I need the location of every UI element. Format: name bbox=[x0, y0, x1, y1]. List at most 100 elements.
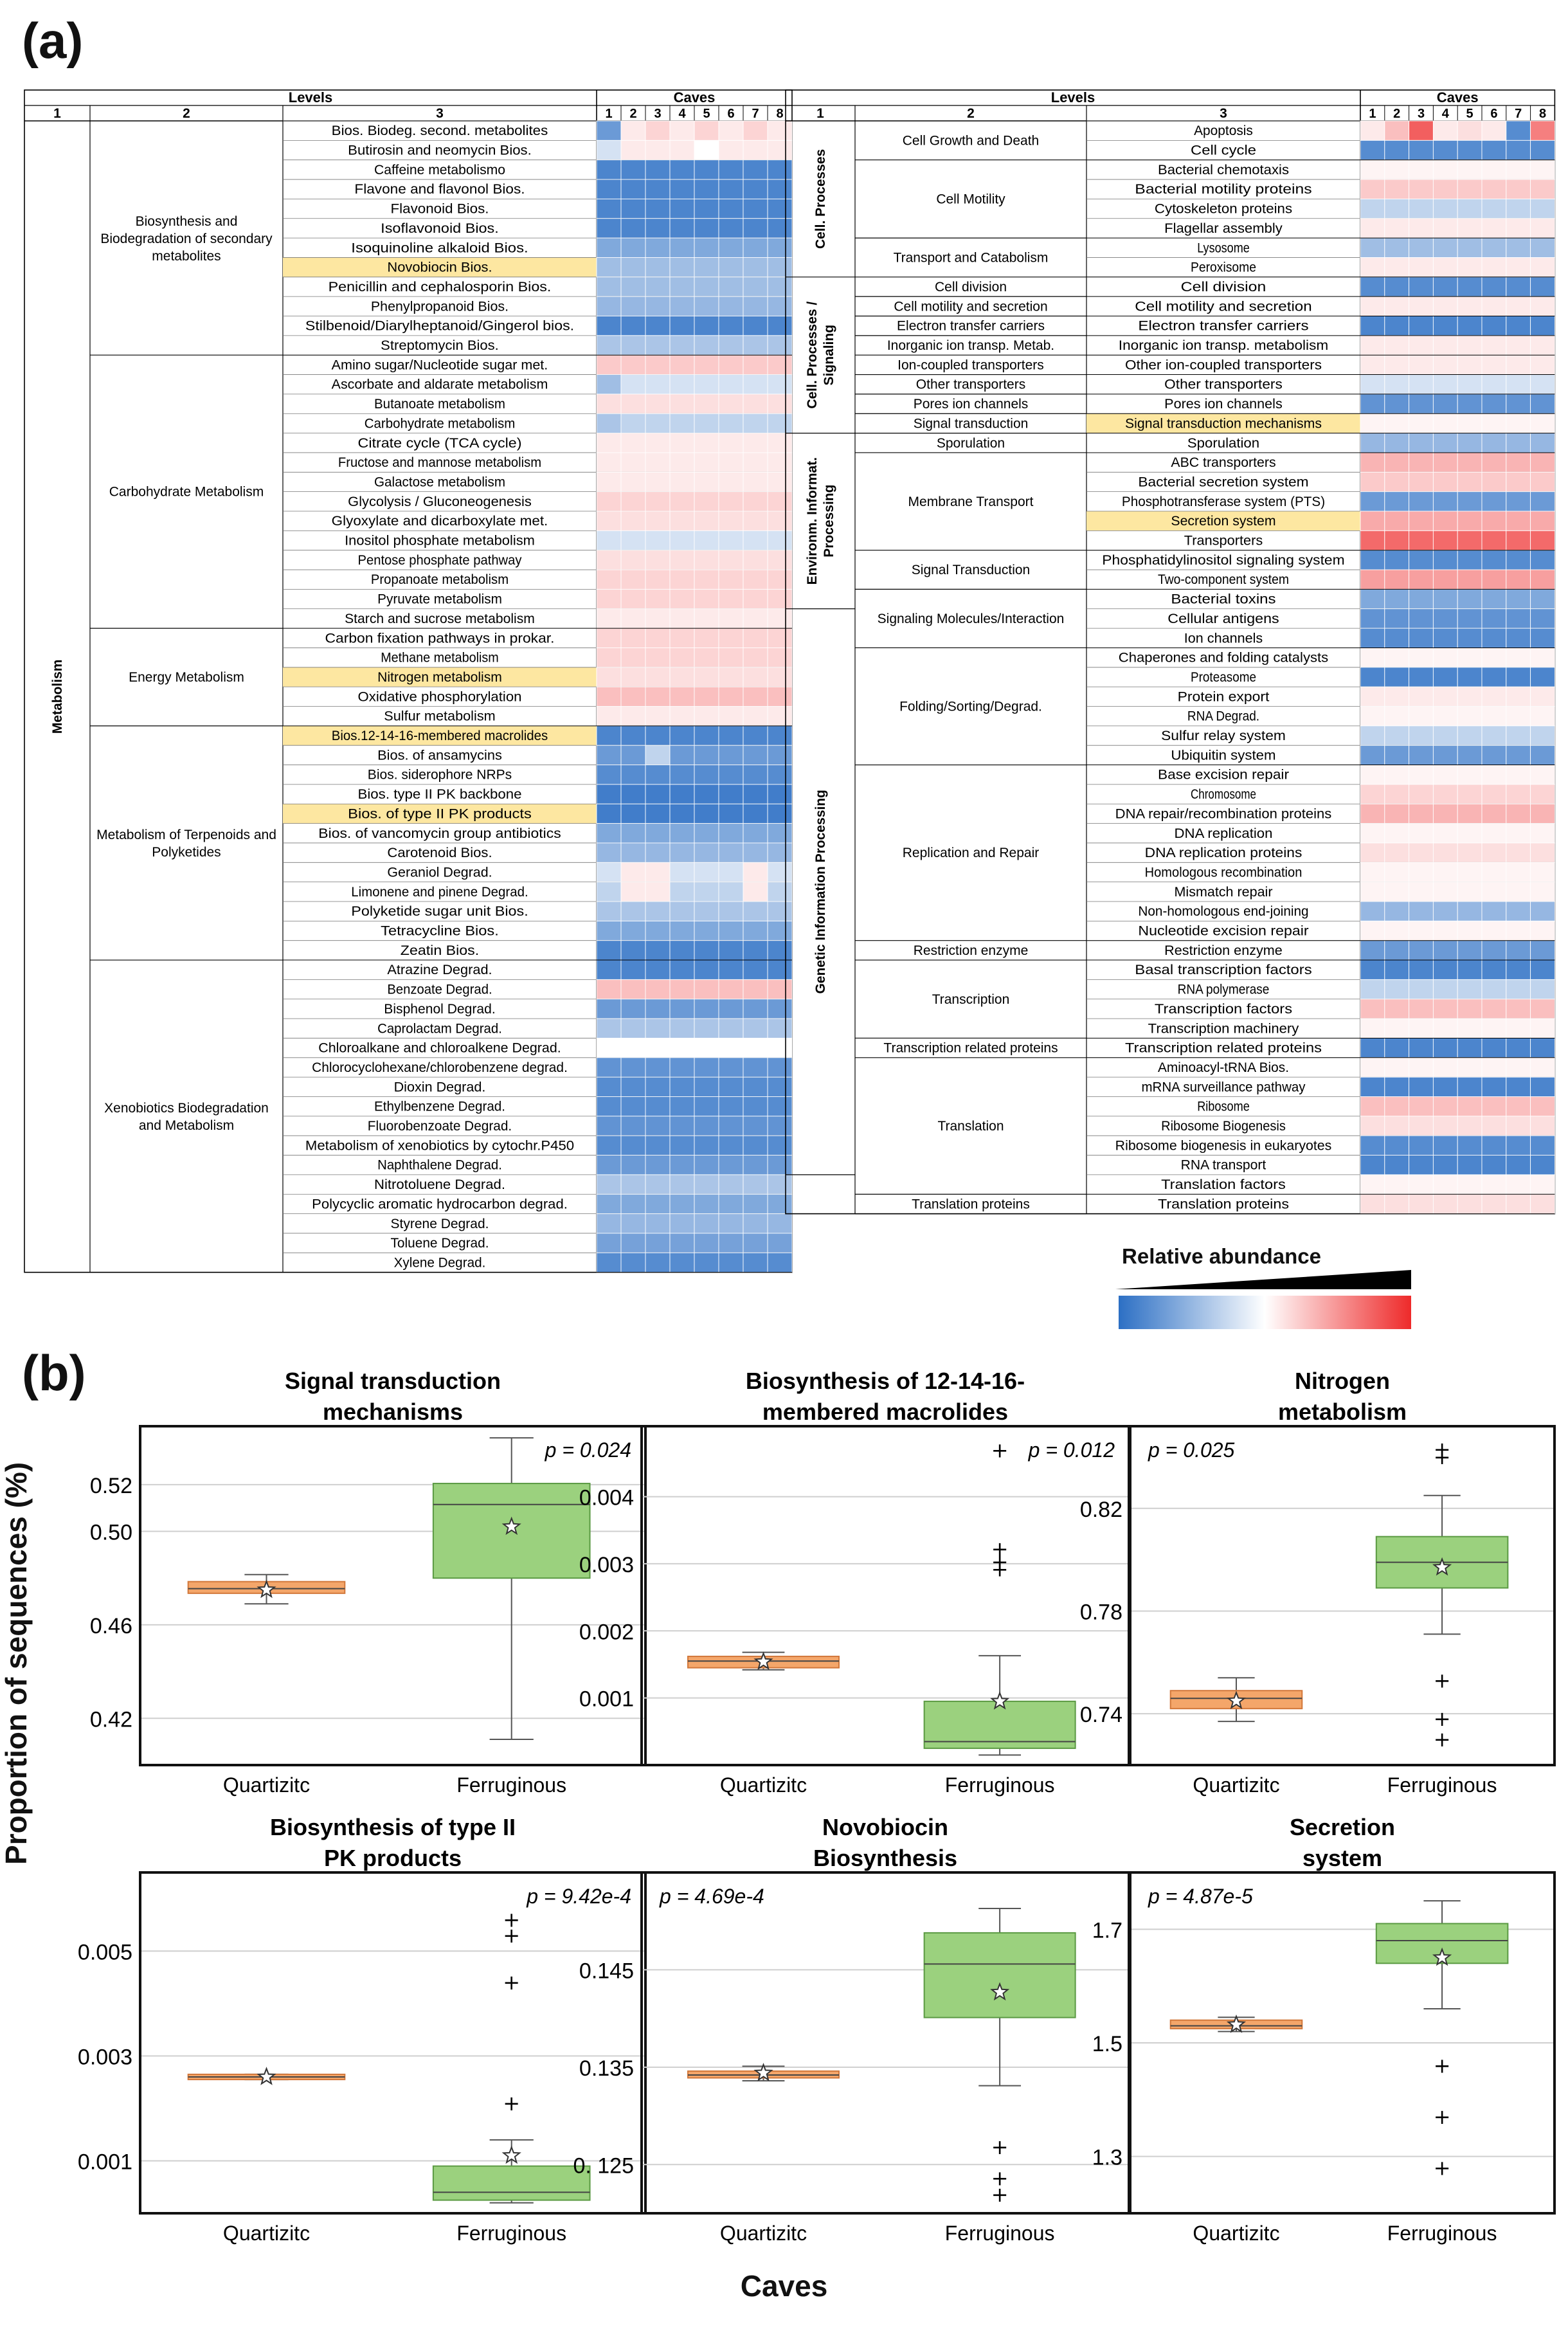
heat-cell bbox=[767, 940, 793, 961]
heat-cell bbox=[596, 276, 622, 297]
pathway-label: Transporters bbox=[1184, 534, 1263, 548]
heat-cell bbox=[1409, 842, 1434, 863]
level2-label: Folding/Sorting/Degrad. bbox=[899, 700, 1042, 714]
heat-cell bbox=[1409, 1116, 1434, 1136]
heat-cell bbox=[1530, 1135, 1555, 1155]
heat-cell bbox=[743, 803, 768, 824]
heat-cell bbox=[645, 354, 671, 376]
heat-cell bbox=[645, 1057, 671, 1078]
heat-cell bbox=[1481, 218, 1507, 239]
pathway-label: Cell motility and secretion bbox=[1135, 299, 1311, 314]
heat-cell bbox=[645, 511, 671, 531]
heat-cell bbox=[1506, 159, 1531, 180]
heat-cell bbox=[669, 257, 695, 278]
heat-cell bbox=[1481, 648, 1507, 668]
heat-cell bbox=[1457, 433, 1482, 453]
heat-cell bbox=[669, 862, 695, 883]
heat-cell bbox=[645, 569, 671, 590]
heat-cell bbox=[1506, 1174, 1531, 1195]
heat-cell bbox=[1384, 179, 1410, 199]
heat-cell bbox=[743, 1233, 768, 1253]
heat-cell bbox=[767, 569, 793, 590]
chart-title: Signal transduction bbox=[285, 1368, 501, 1394]
heat-cell bbox=[1457, 179, 1482, 199]
heat-cell bbox=[1506, 550, 1531, 570]
heat-cell bbox=[767, 198, 793, 219]
heat-cell bbox=[1530, 959, 1555, 980]
pathway-label: Translation factors bbox=[1161, 1177, 1286, 1192]
y-tick-label: 0. 125 bbox=[573, 2153, 634, 2178]
heat-cell bbox=[1457, 530, 1482, 551]
pathway-label: Bacterial motility proteins bbox=[1135, 182, 1311, 197]
level2-label: Signaling Molecules/Interaction bbox=[878, 612, 1065, 626]
cave-id-header: 8 bbox=[776, 107, 783, 121]
heat-cell bbox=[620, 511, 646, 531]
heat-cell bbox=[743, 374, 768, 395]
heat-cell bbox=[596, 667, 622, 687]
outlier-marker: + bbox=[991, 2182, 1009, 2207]
heat-cell bbox=[1481, 511, 1507, 531]
heat-cell bbox=[1481, 1076, 1507, 1097]
pathway-label: Bacterial secretion system bbox=[1138, 475, 1308, 489]
heat-cell bbox=[694, 569, 719, 590]
heat-cell bbox=[718, 628, 744, 648]
pathway-label: Inositol phosphate metabolism bbox=[345, 534, 535, 548]
heat-cell bbox=[718, 394, 744, 414]
pathway-label: Phenylpropanoid Bios. bbox=[371, 299, 509, 314]
heat-cell bbox=[596, 491, 622, 512]
pathway-label: ABC transporters bbox=[1171, 455, 1275, 470]
level2-label: Translation bbox=[937, 1119, 1004, 1134]
level2-label: Signal transduction bbox=[914, 416, 1029, 431]
heat-cell bbox=[694, 706, 719, 727]
heat-cell bbox=[1506, 140, 1531, 161]
heat-cell bbox=[1432, 823, 1458, 844]
heat-cell bbox=[1409, 218, 1434, 239]
heat-cell bbox=[1481, 765, 1507, 785]
heat-cell bbox=[1457, 1193, 1482, 1215]
heat-cell bbox=[718, 1096, 744, 1117]
heat-cell bbox=[1360, 550, 1385, 570]
heat-cell bbox=[1457, 1155, 1482, 1175]
heat-cell bbox=[1360, 394, 1385, 414]
x-tick-label: Quartizitc bbox=[720, 2222, 807, 2245]
pathway-label: Glyoxylate and dicarboxylate met. bbox=[332, 514, 548, 529]
pathway-label: Fluorobenzoate Degrad. bbox=[368, 1119, 512, 1134]
heat-cell bbox=[1384, 1174, 1410, 1195]
heat-cell bbox=[620, 882, 646, 902]
heat-cell bbox=[669, 296, 695, 316]
heat-cell bbox=[743, 452, 768, 473]
heat-cell bbox=[1384, 940, 1410, 961]
heat-cell bbox=[718, 511, 744, 531]
heat-cell bbox=[694, 159, 719, 180]
heat-cell bbox=[669, 608, 695, 629]
heat-cell bbox=[1384, 784, 1410, 804]
heat-cell bbox=[1457, 276, 1482, 297]
heat-cell bbox=[669, 1135, 695, 1155]
heat-cell bbox=[1384, 1037, 1410, 1058]
heat-cell bbox=[669, 530, 695, 551]
heat-cell bbox=[694, 120, 719, 141]
heat-cell bbox=[743, 511, 768, 531]
chart-title: Biosynthesis bbox=[813, 1845, 957, 1871]
heat-cell bbox=[718, 588, 744, 610]
level1-header: 1 bbox=[53, 106, 61, 121]
pathway-label: Pyruvate metabolism bbox=[377, 592, 502, 607]
heat-cell bbox=[1457, 862, 1482, 883]
pathway-label: Mismatch repair bbox=[1175, 885, 1273, 900]
heat-cell bbox=[596, 374, 622, 395]
y-tick-label: 0.42 bbox=[90, 1707, 132, 1732]
heat-cell bbox=[596, 979, 622, 1000]
heat-cell bbox=[1360, 784, 1385, 804]
heat-cell bbox=[1457, 1135, 1482, 1155]
heat-cell bbox=[1530, 218, 1555, 239]
heat-cell bbox=[694, 1076, 719, 1097]
heat-cell bbox=[694, 1116, 719, 1136]
heat-cell bbox=[1409, 920, 1434, 941]
heat-cell bbox=[645, 237, 671, 258]
pathway-label: Chromosome bbox=[1191, 787, 1256, 802]
outlier-marker: + bbox=[1434, 2053, 1451, 2078]
heat-cell bbox=[645, 628, 671, 648]
heat-cell bbox=[1384, 237, 1410, 258]
box-ferruginous bbox=[923, 1932, 1076, 2018]
